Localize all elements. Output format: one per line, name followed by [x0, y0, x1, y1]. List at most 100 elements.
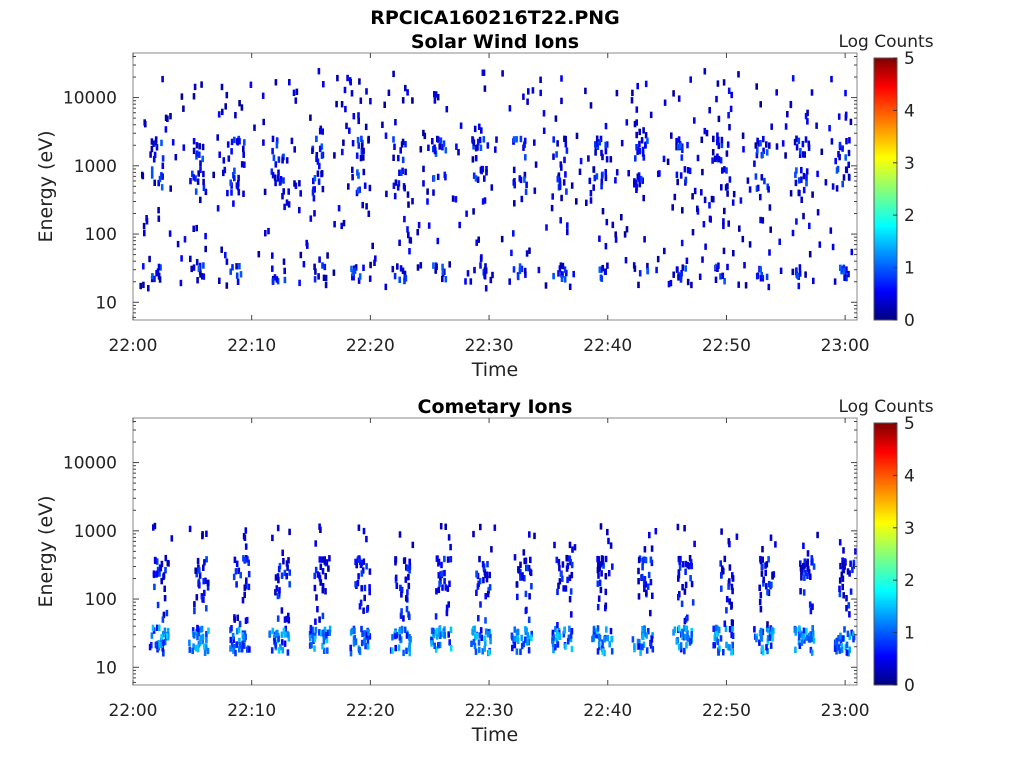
data-cell	[655, 266, 658, 274]
data-cell	[689, 76, 692, 83]
data-cell	[561, 561, 565, 568]
data-cell	[519, 574, 522, 581]
data-cell	[836, 165, 840, 173]
data-cell	[711, 149, 715, 156]
data-cell	[603, 649, 606, 657]
data-cell	[649, 111, 653, 119]
data-cell	[441, 268, 445, 275]
data-cell	[403, 215, 406, 223]
data-cell	[598, 561, 602, 568]
data-cell	[482, 69, 486, 76]
data-cell	[192, 632, 196, 639]
data-cell	[391, 647, 394, 654]
data-cell	[396, 184, 400, 191]
data-cell	[161, 155, 165, 162]
data-cell	[806, 550, 810, 557]
data-cell	[848, 570, 851, 577]
data-cell	[809, 573, 812, 580]
data-cell	[163, 638, 167, 646]
data-cell	[319, 579, 323, 586]
data-cell	[466, 270, 470, 277]
data-cell	[440, 561, 443, 569]
data-cell	[527, 616, 531, 623]
data-cell	[358, 646, 361, 654]
data-cell	[805, 634, 809, 641]
data-cell	[201, 155, 204, 163]
data-cell	[841, 145, 844, 152]
data-cell	[768, 204, 772, 211]
data-cell	[327, 565, 330, 572]
data-cell	[754, 173, 758, 180]
data-cell	[365, 535, 368, 543]
data-cell	[197, 170, 200, 177]
data-cell	[677, 274, 680, 281]
data-cell	[569, 632, 573, 639]
data-cell	[405, 564, 408, 571]
data-cell	[160, 184, 164, 191]
data-cell	[277, 635, 280, 642]
data-cell	[340, 222, 343, 230]
data-cell	[552, 153, 555, 160]
data-cell	[198, 567, 201, 574]
data-cell	[606, 262, 609, 269]
data-cell	[233, 556, 237, 563]
data-cell	[716, 138, 719, 146]
data-cell	[427, 222, 431, 229]
data-cell	[557, 270, 560, 277]
data-cell	[200, 81, 203, 88]
data-cell	[512, 166, 516, 174]
data-cell	[844, 154, 847, 161]
data-cell	[225, 91, 229, 99]
data-cell	[276, 524, 280, 532]
data-cell	[139, 282, 142, 290]
data-cell	[760, 570, 764, 577]
data-cell	[204, 644, 208, 651]
data-cell	[235, 581, 238, 588]
data-cell	[542, 127, 546, 134]
data-cell	[153, 151, 157, 159]
data-cell	[656, 255, 660, 263]
data-cell	[551, 640, 555, 648]
data-cell	[842, 268, 846, 275]
data-cell	[392, 136, 395, 143]
data-cell	[437, 586, 441, 594]
data-cell	[353, 267, 357, 274]
data-cell	[179, 279, 183, 287]
data-cell	[542, 110, 546, 117]
data-cell	[365, 631, 369, 638]
data-cell	[315, 155, 318, 162]
data-cell	[559, 217, 562, 224]
data-cell	[587, 155, 590, 162]
data-cell	[597, 572, 600, 579]
data-cell	[842, 566, 846, 574]
data-cell	[765, 644, 768, 651]
data-cell	[199, 271, 202, 278]
data-cell	[796, 272, 799, 280]
data-cell	[824, 179, 828, 186]
data-cell	[604, 573, 608, 580]
data-cell	[610, 636, 613, 643]
data-cell	[426, 188, 429, 195]
data-cell	[716, 153, 719, 160]
data-cell	[852, 562, 856, 569]
data-cell	[419, 146, 423, 153]
data-cell	[570, 645, 574, 653]
data-cell	[346, 74, 349, 82]
data-cell	[641, 177, 644, 184]
data-cell	[385, 190, 388, 198]
data-cell	[722, 218, 725, 225]
data-cell	[311, 147, 314, 154]
data-cell	[283, 640, 287, 647]
data-cell	[352, 640, 356, 647]
data-cell	[682, 624, 686, 632]
data-cell	[713, 155, 717, 163]
data-cell	[711, 157, 714, 164]
data-cell	[406, 589, 409, 596]
data-cell	[349, 650, 353, 657]
data-cell	[220, 246, 223, 253]
data-cell	[481, 648, 484, 655]
data-cell	[565, 269, 568, 277]
data-cell	[513, 178, 516, 185]
data-cell	[800, 568, 803, 575]
data-cell	[516, 593, 519, 601]
